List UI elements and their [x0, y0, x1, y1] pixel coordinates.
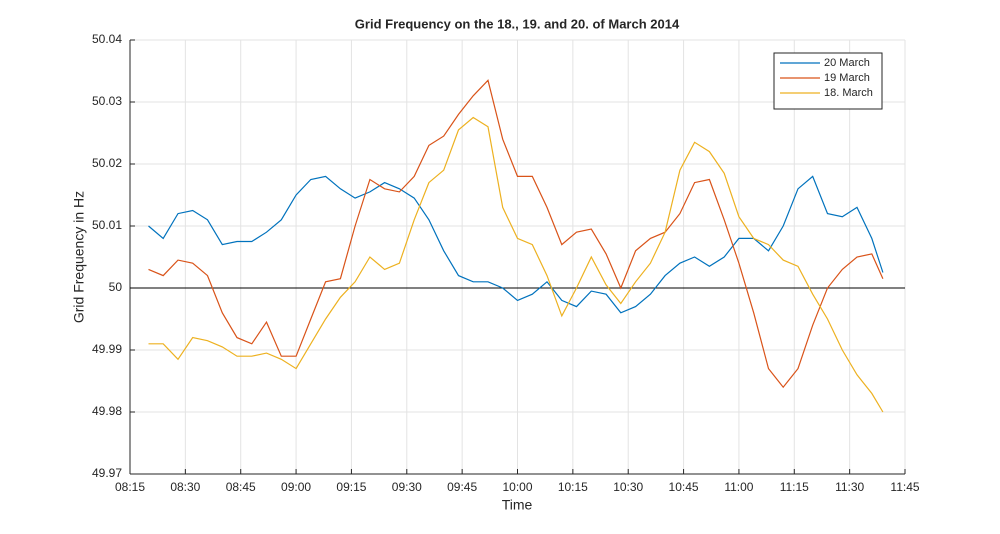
x-tick-label: 10:00 — [502, 480, 532, 494]
x-tick-label: 08:30 — [170, 480, 200, 494]
x-axis-label: Time — [502, 497, 533, 513]
x-tick-label: 11:15 — [780, 480, 809, 494]
y-axis-label: Grid Frequency in Hz — [71, 191, 87, 323]
legend: 20 March 19 March 18. March — [773, 52, 883, 110]
y-tick-label: 49.98 — [92, 404, 122, 418]
y-tick-label: 50.03 — [92, 94, 122, 108]
legend-label: 20 March — [824, 57, 870, 69]
x-tick-label: 08:45 — [226, 480, 256, 494]
legend-label: 19 March — [824, 72, 870, 84]
x-tick-label: 09:00 — [281, 480, 311, 494]
x-tick-label: 09:15 — [336, 480, 366, 494]
x-tick-label: 10:30 — [613, 480, 643, 494]
x-tick-label: 11:45 — [890, 480, 919, 494]
x-tick-label: 10:45 — [669, 480, 699, 494]
x-tick-label: 11:30 — [835, 480, 864, 494]
x-tick-label: 11:00 — [724, 480, 753, 494]
x-tick-label: 09:45 — [447, 480, 477, 494]
series-line — [148, 175, 884, 314]
x-tick-label: 09:30 — [392, 480, 422, 494]
series-line — [148, 79, 884, 389]
x-tick-label: 08:15 — [115, 480, 145, 494]
y-tick-label: 49.97 — [92, 466, 122, 480]
y-tick-label: 50.02 — [92, 156, 122, 170]
x-tick-label: 10:15 — [558, 480, 588, 494]
y-tick-label: 50 — [109, 280, 123, 294]
series-line — [148, 116, 884, 413]
y-tick-label: 50.01 — [92, 218, 122, 232]
y-tick-label: 50.04 — [92, 32, 122, 46]
y-tick-label: 49.99 — [92, 342, 122, 356]
legend-box — [773, 52, 883, 110]
legend-label: 18. March — [824, 87, 873, 99]
chart-title: Grid Frequency on the 18., 19. and 20. o… — [355, 16, 680, 31]
